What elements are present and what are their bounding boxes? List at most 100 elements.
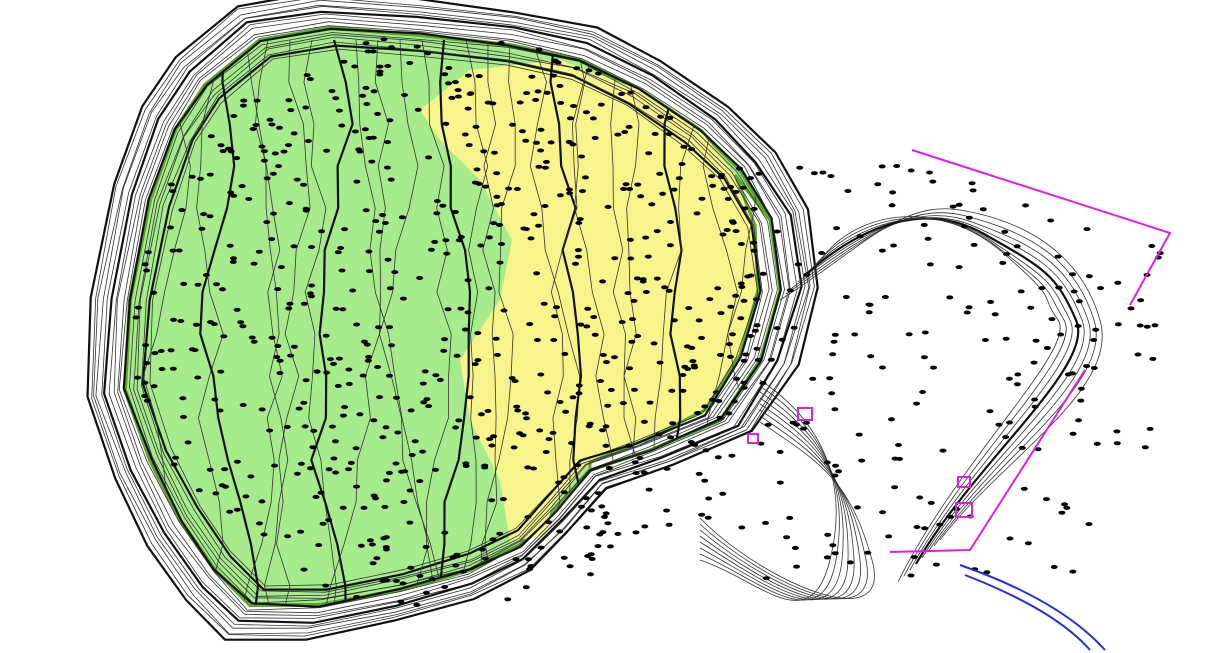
survey-point [392, 461, 400, 466]
survey-point [560, 490, 568, 495]
survey-point [496, 531, 504, 536]
survey-point [406, 61, 414, 65]
survey-point [472, 435, 480, 440]
survey-point [425, 404, 433, 409]
survey-point [916, 495, 924, 500]
survey-point [474, 358, 482, 363]
survey-point [888, 417, 895, 422]
survey-point [618, 320, 626, 325]
contour-line [699, 391, 844, 601]
survey-point [341, 405, 349, 409]
survey-point [488, 498, 496, 503]
survey-point [170, 317, 177, 322]
survey-point [560, 555, 568, 560]
survey-point [1069, 272, 1076, 277]
survey-point [496, 222, 503, 227]
survey-point [789, 420, 797, 425]
survey-point [484, 409, 492, 413]
survey-point [955, 265, 963, 270]
contour-line [378, 39, 442, 605]
survey-point [946, 514, 954, 519]
survey-point [545, 437, 553, 442]
contour-line [303, 39, 337, 605]
survey-point [533, 271, 541, 276]
survey-point [381, 221, 389, 225]
survey-point [297, 461, 305, 466]
survey-point [575, 391, 583, 396]
survey-point [242, 494, 250, 499]
survey-point [399, 296, 407, 301]
survey-point [864, 550, 872, 555]
survey-point [851, 332, 859, 337]
survey-point [283, 424, 291, 429]
survey-point [1151, 323, 1159, 328]
survey-point [284, 534, 292, 539]
survey-point [427, 247, 435, 252]
survey-point [574, 463, 582, 468]
survey-point [535, 164, 543, 169]
survey-point [454, 88, 462, 93]
survey-point [368, 159, 376, 164]
survey-point [167, 348, 175, 353]
survey-point [632, 530, 640, 535]
survey-point [221, 467, 229, 472]
survey-point [556, 83, 564, 88]
survey-point [372, 496, 380, 501]
survey-point [550, 338, 558, 342]
survey-point [535, 47, 543, 52]
survey-point [1085, 274, 1093, 279]
survey-point [370, 418, 378, 423]
survey-point [357, 543, 365, 548]
survey-point [482, 556, 489, 561]
survey-point [527, 564, 535, 569]
survey-point [584, 306, 592, 311]
survey-point [383, 478, 390, 483]
survey-point [486, 437, 494, 442]
survey-point [879, 365, 886, 370]
survey-point [824, 532, 832, 537]
survey-point [578, 154, 585, 159]
survey-point [800, 426, 808, 431]
survey-point [519, 433, 527, 438]
survey-point [451, 210, 459, 214]
survey-point [790, 325, 798, 330]
survey-point [301, 424, 309, 429]
survey-point [340, 59, 348, 64]
survey-point [388, 343, 396, 348]
survey-point [583, 525, 591, 530]
survey-point [394, 430, 402, 435]
survey-point [359, 373, 367, 378]
survey-point [585, 68, 593, 73]
survey-point [670, 187, 678, 192]
survey-point [595, 491, 602, 496]
survey-point [464, 106, 472, 111]
contour-line [791, 215, 1091, 553]
survey-point [1055, 285, 1063, 290]
survey-point [1083, 227, 1091, 232]
survey-point [810, 171, 818, 176]
survey-point [786, 515, 794, 520]
survey-point [442, 238, 450, 243]
survey-point [533, 140, 540, 145]
survey-point [167, 182, 175, 187]
survey-point [471, 180, 479, 185]
survey-point [809, 376, 817, 381]
survey-point [387, 177, 395, 182]
survey-point [542, 450, 550, 454]
survey-point [330, 361, 337, 366]
survey-point [663, 466, 671, 471]
survey-point [226, 243, 234, 248]
survey-point [143, 361, 151, 366]
survey-point [599, 279, 607, 284]
pipe [964, 574, 1091, 651]
survey-point [143, 398, 151, 403]
survey-point [304, 139, 312, 143]
survey-point [855, 432, 863, 437]
survey-point [362, 208, 370, 213]
survey-point [987, 299, 995, 304]
survey-point [522, 585, 530, 590]
survey-point [504, 597, 512, 602]
survey-point [474, 331, 482, 336]
contour-line [484, 39, 516, 605]
survey-point [260, 149, 268, 154]
